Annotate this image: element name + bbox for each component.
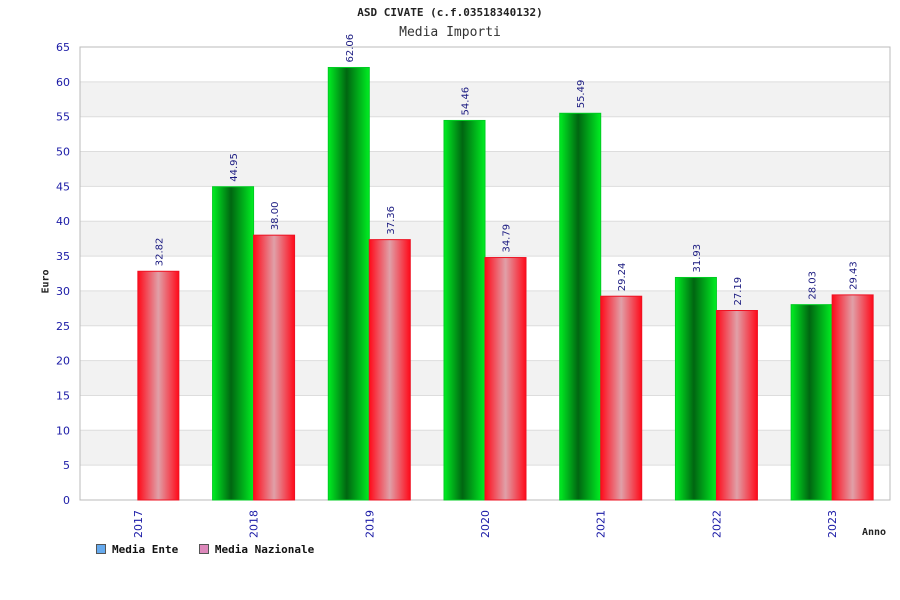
- legend-swatch-media-nazionale: [198, 544, 209, 554]
- y-tick-label: 20: [56, 355, 70, 368]
- data-label: 29.43: [849, 261, 860, 290]
- data-label: 34.79: [502, 224, 513, 253]
- y-tick-label: 65: [56, 41, 70, 54]
- legend-label-media-ente: Media Ente: [112, 543, 179, 556]
- data-label: 27.19: [733, 277, 744, 306]
- bar-media-nazionale-2022: [715, 310, 758, 501]
- legend: Media Ente Media Nazionale: [96, 543, 328, 556]
- legend-item-media-nazionale: Media Nazionale: [198, 543, 315, 556]
- y-tick-label: 35: [56, 250, 70, 263]
- bar-media-ente-2020: [443, 119, 486, 501]
- bar-media-ente-2019: [327, 66, 370, 501]
- data-label: 62.06: [345, 34, 356, 63]
- x-tick-label: 2021: [595, 510, 608, 538]
- chart-title: ASD CIVATE (c.f.03518340132): [357, 6, 543, 19]
- x-tick-label: 2023: [826, 510, 839, 538]
- bar-media-ente-2022: [674, 276, 717, 501]
- y-tick-label: 0: [63, 494, 70, 507]
- data-label: 55.49: [576, 80, 587, 109]
- x-tick-label: 2022: [710, 510, 723, 538]
- y-tick-label: 15: [56, 389, 70, 402]
- y-tick-label: 5: [63, 459, 70, 472]
- chart-subtitle: Media Importi: [399, 25, 501, 40]
- x-tick-label: 2020: [479, 510, 492, 538]
- bar-media-nazionale-2021: [600, 295, 643, 501]
- y-tick-label: 55: [56, 111, 70, 124]
- data-label: 37.36: [386, 206, 397, 235]
- x-tick-label: 2019: [363, 510, 376, 538]
- y-tick-label: 30: [56, 285, 70, 298]
- bar-media-nazionale-2018: [253, 234, 296, 501]
- y-tick-label: 60: [56, 76, 70, 89]
- data-label: 31.93: [692, 244, 703, 273]
- y-tick-label: 50: [56, 146, 70, 159]
- y-tick-label: 25: [56, 320, 70, 333]
- bar-media-nazionale-2019: [368, 239, 411, 501]
- data-label: 28.03: [808, 271, 819, 300]
- bar-media-nazionale-2020: [484, 257, 527, 501]
- x-tick-label: 2017: [132, 510, 145, 538]
- data-label: 32.82: [154, 238, 165, 267]
- bar-media-ente-2023: [790, 304, 833, 501]
- grid-band: [80, 81, 890, 117]
- y-tick-label: 10: [56, 424, 70, 437]
- x-axis-label: Anno: [862, 527, 887, 538]
- data-label: 38.00: [270, 202, 281, 231]
- x-tick-label: 2018: [248, 510, 261, 538]
- legend-item-media-ente: Media Ente: [96, 543, 178, 556]
- legend-swatch-media-ente: [96, 544, 106, 554]
- bar-media-nazionale-2023: [831, 294, 874, 501]
- legend-label-media-nazionale: Media Nazionale: [214, 543, 315, 556]
- bar-media-nazionale-2017: [137, 270, 180, 501]
- y-tick-label: 40: [56, 215, 70, 228]
- bar-media-ente-2021: [559, 112, 602, 501]
- data-label: 54.46: [461, 87, 472, 116]
- bar-media-ente-2018: [212, 186, 255, 501]
- y-tick-label: 45: [56, 180, 70, 193]
- data-label: 29.24: [617, 263, 628, 292]
- data-label: 44.95: [229, 153, 240, 182]
